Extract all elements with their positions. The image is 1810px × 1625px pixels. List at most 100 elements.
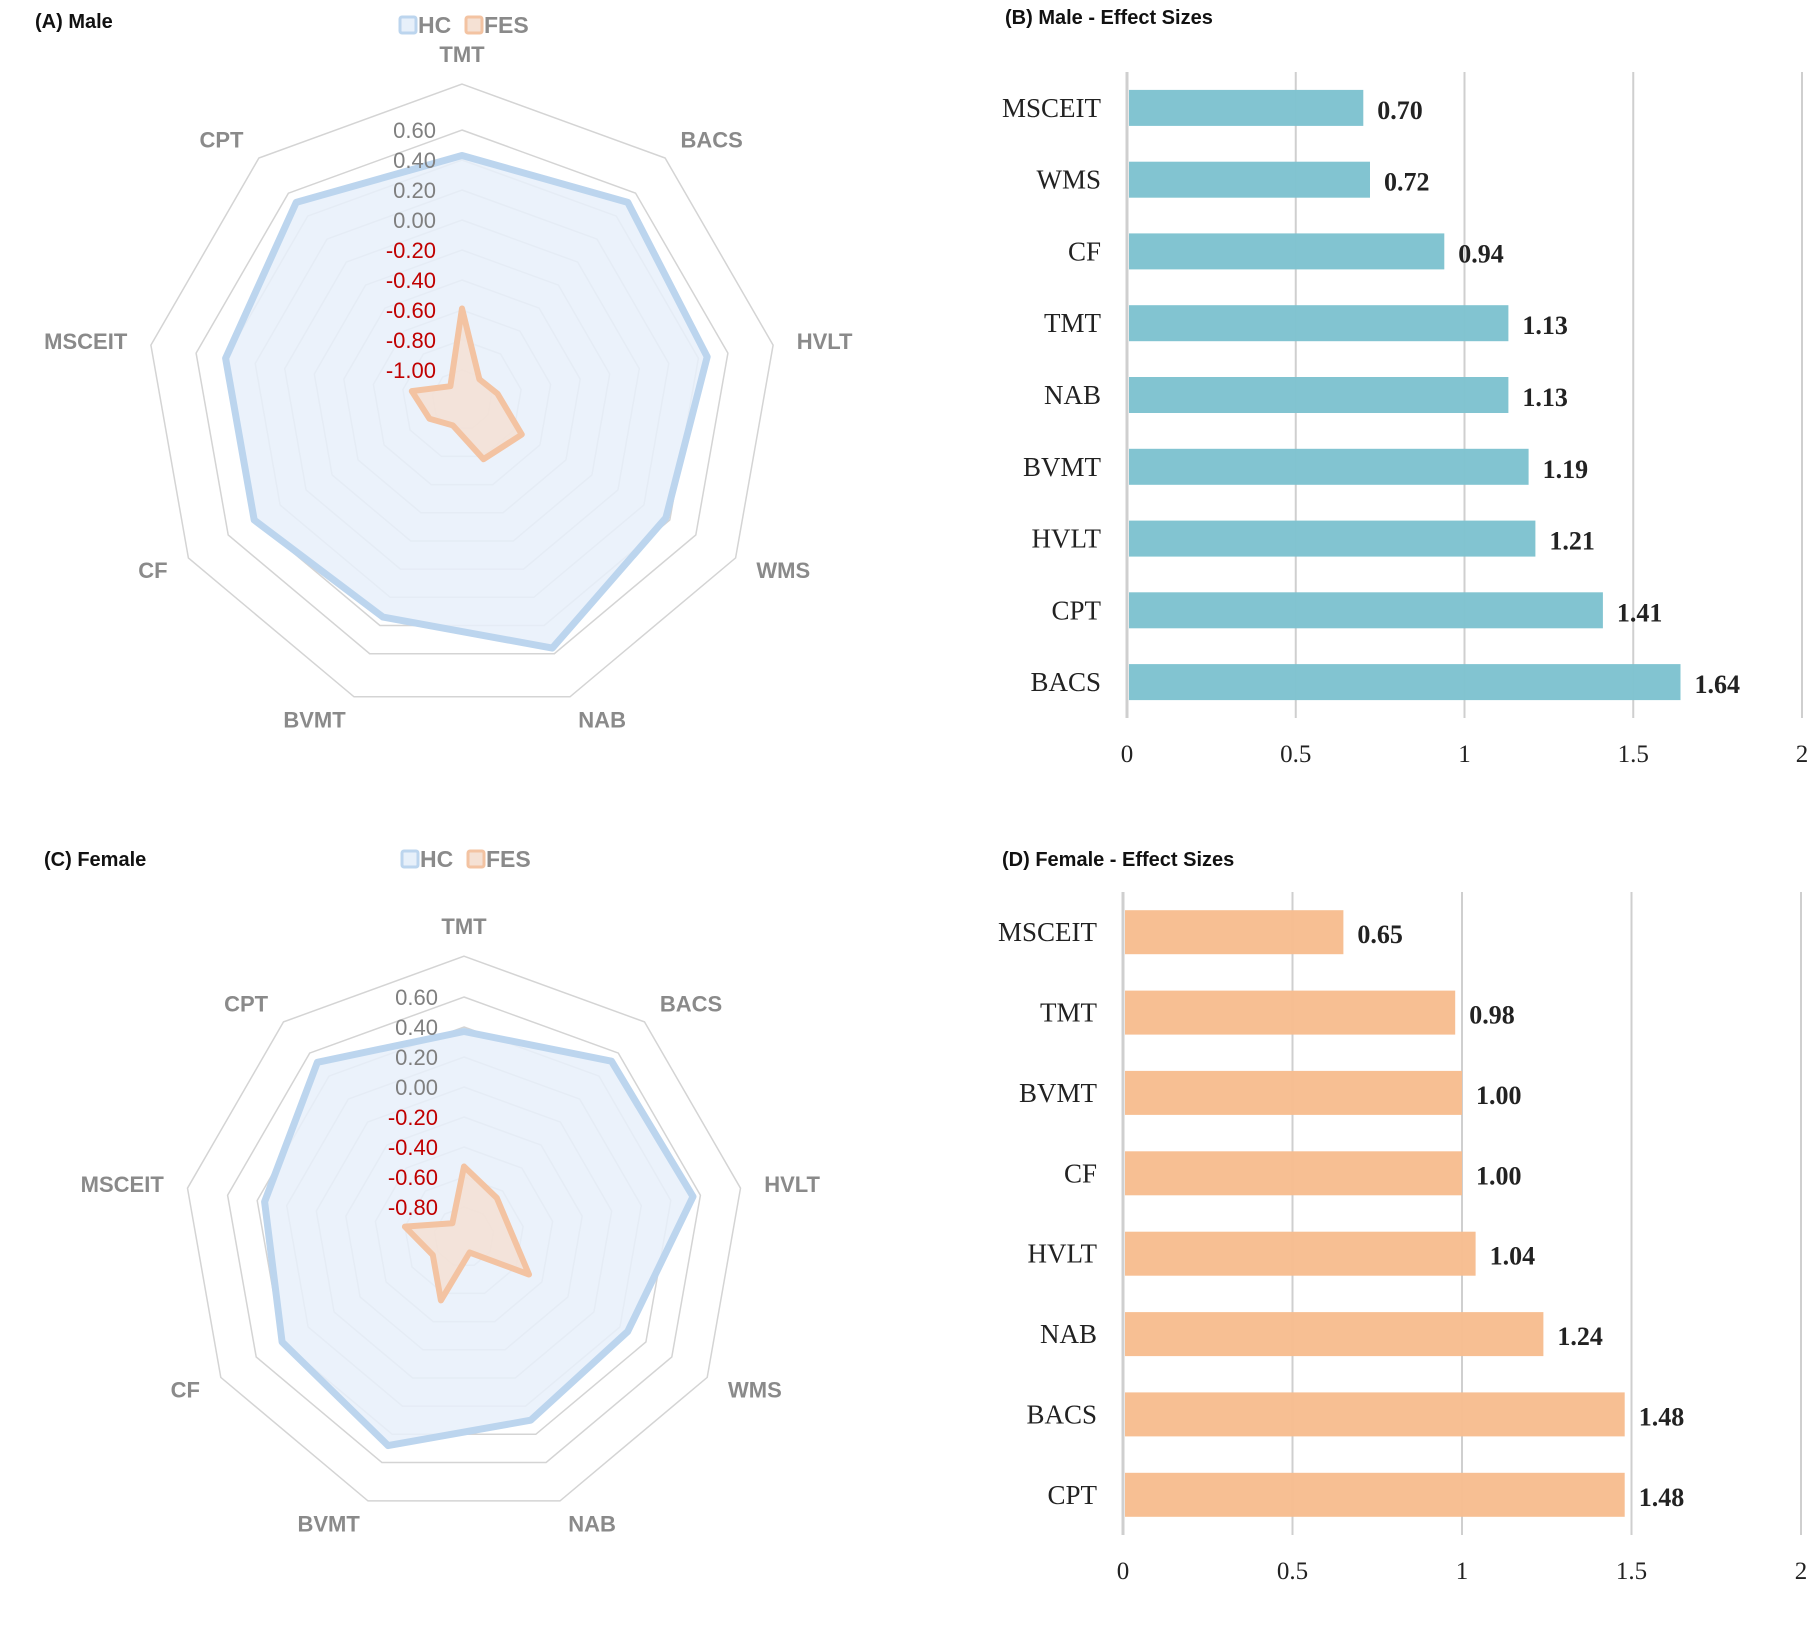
category-label-bvmt: BVMT (1019, 1078, 1098, 1108)
value-label-msceit: 0.70 (1377, 96, 1423, 125)
category-label-nab: NAB (1044, 380, 1101, 410)
point-hc-hvlt (690, 1194, 696, 1200)
point-fes-nab (467, 1250, 473, 1255)
series-fes-area (408, 305, 525, 463)
point-hc-cf (251, 517, 257, 523)
bar-tmt (1125, 990, 1456, 1035)
category-label-tmt: TMT (1044, 308, 1102, 338)
category-label-msceit: MSCEIT (1002, 93, 1102, 123)
axis-label-cpt: CPT (200, 128, 245, 153)
category-label-tmt: TMT (1040, 998, 1098, 1028)
legend-swatch-hc (400, 849, 420, 869)
outer-frame-ring (186, 955, 742, 1502)
x-tick-label: 1.5 (1618, 741, 1649, 768)
point-fes-cpt (449, 1220, 455, 1226)
axis-label-hvlt: HVLT (797, 329, 853, 354)
bar-chart-female-effect-sizes: (D) Female - Effect Sizes 0 0.5 1 1.5 2 MSCEIT… (998, 849, 1808, 1585)
bar-wms (1129, 161, 1370, 198)
radial-tick-label: 0.20 (395, 1045, 438, 1070)
bar-cf (1125, 1151, 1462, 1196)
value-label-cf: 1.00 (1476, 1161, 1522, 1190)
point-fes-msceit (402, 1224, 408, 1230)
x-tick-label: 1.5 (1616, 1558, 1647, 1585)
value-label-msceit: 0.65 (1357, 920, 1403, 949)
point-hc-msceit (262, 1199, 268, 1205)
value-label-cpt: 1.41 (1617, 598, 1663, 627)
value-label-bacs: 1.48 (1639, 1402, 1685, 1431)
axis-label-cf: CF (138, 558, 167, 583)
category-label-cpt: CPT (1051, 595, 1101, 625)
bar-cpt (1125, 1472, 1625, 1517)
legend-swatch-fes (464, 15, 484, 35)
x-tick-label: 1 (1458, 741, 1471, 768)
value-label-cf: 0.94 (1458, 239, 1504, 268)
value-label-nab: 1.13 (1522, 383, 1568, 412)
radial-tick-label: 0.00 (395, 1075, 438, 1100)
point-hc-cpt (293, 199, 299, 205)
value-label-hvlt: 1.21 (1549, 527, 1595, 556)
point-fes-cf (430, 1252, 436, 1258)
point-hc-cf (279, 1339, 285, 1345)
bar-cf (1129, 233, 1445, 270)
bar-panel-male-effect-sizes: (B) Male - Effect Sizes 0 0.5 1 1.5 2 MSCEIT 0.… (905, 0, 1810, 812)
radial-tick-label: -0.80 (388, 1195, 438, 1220)
legend-label-hc: HC (420, 846, 453, 872)
legend-label-fes: FES (484, 12, 529, 38)
x-tick-label: 2 (1795, 1558, 1808, 1585)
axis-label-wms: WMS (728, 1377, 782, 1402)
bar-panel-female-effect-sizes: (D) Female - Effect Sizes 0 0.5 1 1.5 2 MSCEIT… (905, 830, 1810, 1625)
outer-frame-ring (150, 83, 774, 698)
point-fes-bacs (476, 376, 482, 382)
category-label-cpt: CPT (1047, 1480, 1097, 1510)
bar-cpt (1129, 592, 1603, 629)
bar-bvmt (1129, 448, 1529, 485)
radial-tick-label: 0.20 (393, 178, 436, 203)
axis-label-bacs: BACS (681, 128, 743, 153)
value-label-bacs: 1.64 (1695, 670, 1741, 699)
bar-bvmt (1125, 1070, 1462, 1115)
value-label-hvlt: 1.04 (1490, 1242, 1536, 1271)
point-fes-cpt (447, 383, 453, 389)
x-tick-label: 0 (1121, 741, 1134, 768)
category-label-nab: NAB (1040, 1319, 1097, 1349)
point-hc-bacs (609, 1058, 614, 1064)
axis-label-bvmt: BVMT (283, 707, 346, 732)
legend-label-fes: FES (486, 846, 531, 872)
panel-title: (B) Male - Effect Sizes (1005, 7, 1213, 29)
x-tick-label: 0.5 (1280, 741, 1311, 768)
grid-ring (195, 129, 729, 655)
category-label-hvlt: HVLT (1031, 524, 1101, 554)
point-fes-bvmt (438, 1297, 444, 1303)
point-hc-cpt (314, 1059, 320, 1065)
point-fes-bvmt (450, 422, 456, 428)
axis-label-bacs: BACS (660, 992, 722, 1017)
point-hc-msceit (223, 355, 229, 361)
point-fes-msceit (409, 388, 415, 394)
axis-label-tmt: TMT (439, 42, 485, 67)
axis-label-wms: WMS (756, 558, 810, 583)
panel-title: (A) Male (35, 11, 113, 33)
value-label-tmt: 0.98 (1469, 1001, 1515, 1030)
value-label-nab: 1.24 (1557, 1322, 1603, 1351)
x-tick-label: 0.5 (1277, 1558, 1308, 1585)
radial-tick-label: -0.60 (388, 1165, 438, 1190)
bar-chart-male-effect-sizes: (B) Male - Effect Sizes 0 0.5 1 1.5 2 MSCEIT 0.… (1002, 7, 1808, 768)
point-fes-wms (526, 1272, 532, 1277)
axis-label-cpt: CPT (224, 992, 269, 1017)
point-fes-hvlt (507, 1226, 513, 1232)
category-label-bacs: BACS (1030, 667, 1101, 697)
point-hc-bvmt (380, 614, 386, 620)
category-label-bvmt: BVMT (1023, 452, 1102, 482)
point-fes-nab (481, 456, 486, 462)
value-label-bvmt: 1.00 (1476, 1081, 1522, 1110)
radial-tick-label: 0.60 (393, 118, 436, 143)
point-hc-bvmt (385, 1443, 391, 1449)
bar-msceit (1129, 89, 1364, 126)
axis-label-bvmt: BVMT (297, 1511, 360, 1536)
series-fes-area (401, 1163, 532, 1304)
radial-tick-label: -0.80 (386, 328, 436, 353)
radial-tick-label: 0.60 (395, 985, 438, 1010)
axis-label-nab: NAB (568, 1511, 616, 1536)
axis-label-msceit: MSCEIT (81, 1172, 165, 1197)
bar-hvlt (1129, 520, 1536, 557)
